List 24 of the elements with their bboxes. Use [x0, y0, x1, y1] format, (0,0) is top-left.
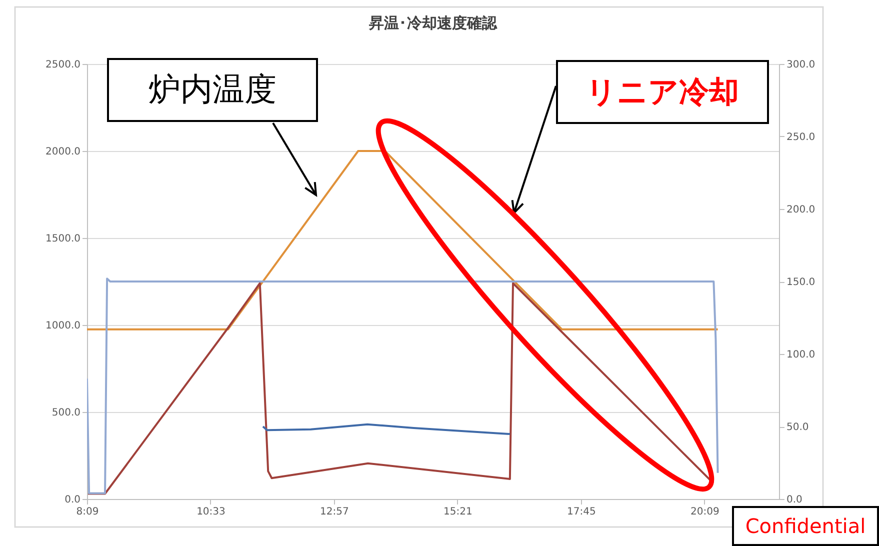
x-tick-label: 20:09	[690, 506, 720, 518]
x-tick-label: 17:45	[567, 506, 596, 518]
text: Confidential	[732, 506, 879, 546]
y-tick-label: 500.0	[52, 408, 80, 418]
x-tick-label: 8:09	[76, 506, 99, 518]
x-tick-label: 15:21	[444, 506, 472, 518]
y-tick-label: 2000.0	[46, 146, 80, 158]
y2-tick-label: 300.0	[786, 60, 816, 70]
chart-title: 昇温･冷却速度確認	[368, 14, 498, 32]
x-tick-label: 10:33	[196, 506, 226, 518]
y2-tick-label: 100.0	[786, 350, 816, 360]
y2-tick-label: 150.0	[786, 277, 816, 288]
y-tick-label: 2500.0	[46, 60, 80, 70]
y2-tick-label: 0.0	[786, 494, 802, 506]
y2-tick-label: 250.0	[786, 132, 816, 143]
x-tick-label: 12:57	[320, 506, 349, 518]
annotation: リニア冷却	[556, 60, 769, 124]
line-series	[262, 423, 511, 436]
y-tick-label: 1000.0	[46, 320, 80, 332]
y2-tick-label: 200.0	[786, 204, 816, 216]
y2-tick-label: 50.0	[786, 422, 809, 433]
y-tick-label: 0.0	[64, 494, 80, 506]
annotation: 炉内温度	[107, 58, 318, 122]
y-tick-label: 1500.0	[46, 234, 80, 244]
